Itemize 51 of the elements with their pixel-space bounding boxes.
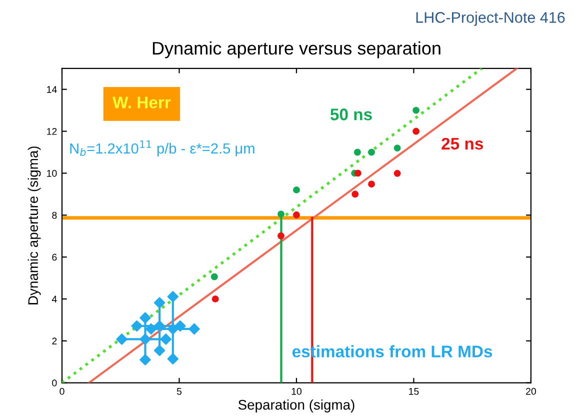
point xyxy=(412,128,420,135)
point xyxy=(160,334,172,345)
chart-title: Dynamic aperture versus separation xyxy=(152,41,440,58)
text: LHC-Project-Note 416 xyxy=(416,12,565,26)
point xyxy=(131,320,142,332)
point xyxy=(293,211,300,218)
y-tick-label: 12 xyxy=(47,128,57,135)
annotation: N$_{b}$=1.2x10$^{11}$ p/b - ε*=2.5 μm xyxy=(70,140,254,157)
point xyxy=(154,320,166,332)
point xyxy=(412,106,420,114)
point xyxy=(352,190,359,198)
y-tick-label: 10 xyxy=(47,170,57,177)
x-tick-label: 10 xyxy=(292,388,302,395)
series-label: 25 ns xyxy=(442,138,483,150)
y-tick-label: 4 xyxy=(52,296,57,302)
point xyxy=(167,353,179,365)
point xyxy=(188,323,200,335)
y-axis-title: Dynamic aperture (sigma) xyxy=(28,146,41,304)
point xyxy=(116,334,128,345)
point xyxy=(354,170,362,177)
x-tick-label: 20 xyxy=(526,388,536,395)
y-tick-label: 14 xyxy=(47,86,57,93)
x-tick-label: 5 xyxy=(176,388,182,395)
y-tick-label: 0 xyxy=(52,380,57,386)
point xyxy=(174,320,186,332)
series-label: 50 ns xyxy=(330,108,372,120)
point xyxy=(368,180,375,188)
point xyxy=(210,273,218,280)
point xyxy=(278,210,284,218)
y-tick-label: 6 xyxy=(52,254,57,261)
x-axis-title: Separation (sigma) xyxy=(238,400,354,412)
point xyxy=(394,170,401,177)
point xyxy=(394,144,401,152)
point xyxy=(145,323,157,335)
point xyxy=(278,232,284,240)
point xyxy=(140,312,151,324)
point xyxy=(368,148,375,156)
x-tick-label: 0 xyxy=(60,388,64,395)
x-tick-label: 15 xyxy=(409,388,419,395)
point xyxy=(140,354,151,366)
point xyxy=(167,291,179,302)
point xyxy=(354,148,361,156)
point xyxy=(154,344,166,356)
y-tick-label: 8 xyxy=(52,212,57,219)
annotation: W. Herr xyxy=(112,96,171,108)
point xyxy=(293,186,300,194)
point xyxy=(212,295,219,302)
y-tick-label: 2 xyxy=(52,338,57,344)
point xyxy=(140,334,151,345)
point xyxy=(167,323,179,335)
point xyxy=(154,297,166,308)
